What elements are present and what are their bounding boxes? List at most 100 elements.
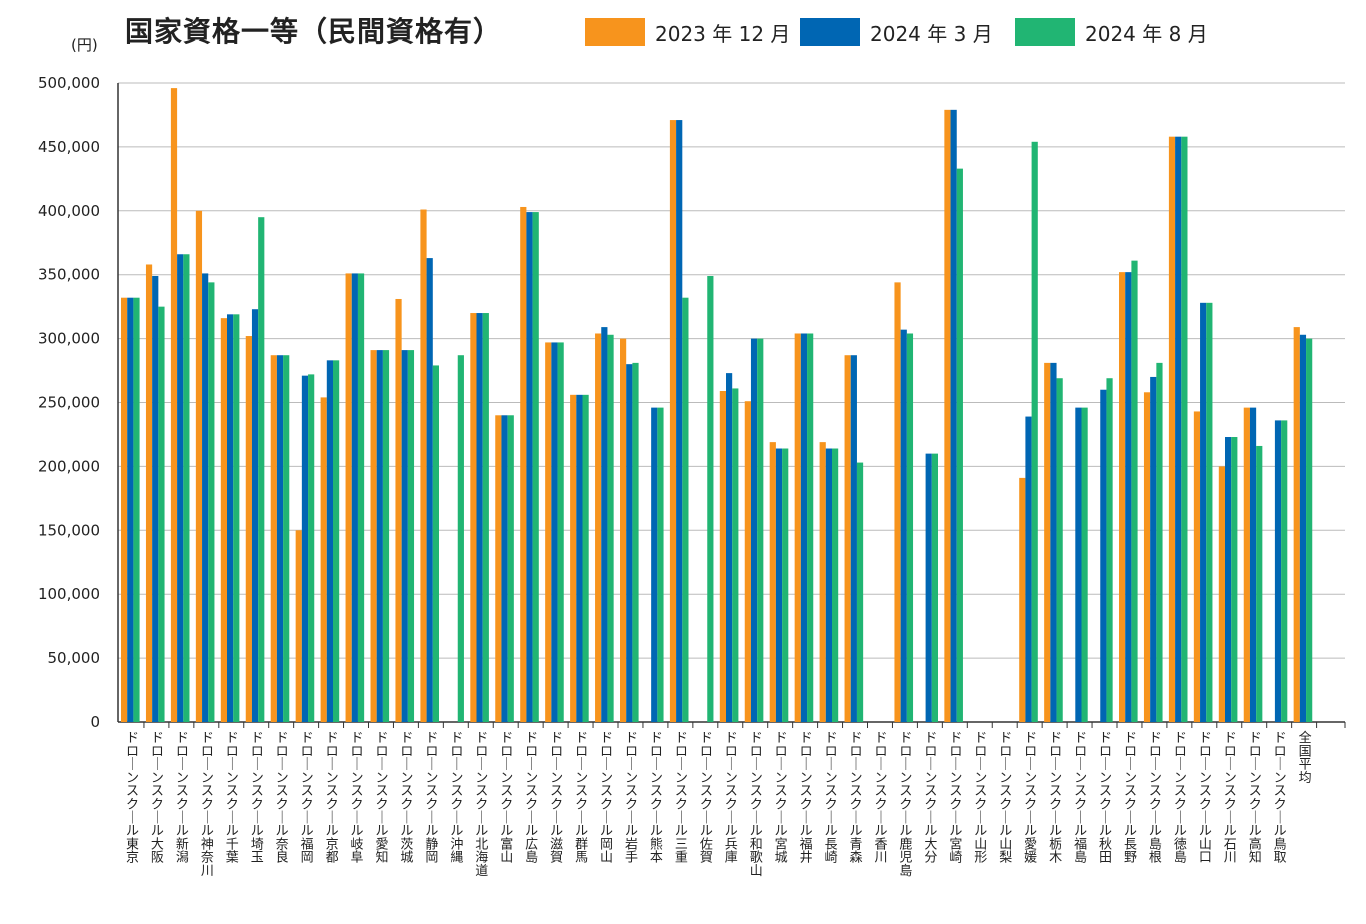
bar — [657, 407, 664, 722]
bar — [351, 273, 358, 722]
bar — [1019, 477, 1026, 722]
bar — [432, 365, 439, 722]
bar — [177, 254, 184, 722]
bar — [526, 212, 533, 722]
bar — [1293, 327, 1300, 722]
x-tick-label: ドロ｜ンスク｜ル広島 — [525, 731, 538, 866]
bar — [233, 314, 240, 722]
bar — [601, 327, 608, 722]
bar — [208, 282, 215, 722]
x-tick-label: ドロ｜ンスク｜ル茨城 — [400, 731, 413, 866]
bar — [844, 355, 851, 722]
bar — [401, 350, 408, 722]
bar — [1218, 466, 1225, 722]
y-tick-label: 300,000 — [38, 330, 100, 348]
bar — [1106, 378, 1113, 722]
bar — [121, 297, 128, 722]
x-tick-label: ドロ｜ンスク｜ル鳥取 — [1274, 731, 1287, 866]
bar — [682, 297, 689, 722]
bar — [956, 168, 963, 722]
bar — [382, 350, 390, 722]
x-tick-label: ドロ｜ンスク｜ル島根 — [1149, 731, 1162, 866]
bar — [308, 374, 315, 722]
bar — [145, 264, 153, 722]
x-tick-label: ドロ｜ンスク｜ル富山 — [500, 731, 513, 866]
bar — [1056, 378, 1063, 722]
legend-item-0: 2023 年 12 月 — [585, 16, 790, 48]
legend-label-2: 2024 年 8 月 — [1085, 21, 1208, 46]
bar — [345, 273, 352, 722]
x-tick-label: ドロ｜ンスク｜ル大阪 — [151, 731, 164, 866]
y-tick-label: 150,000 — [38, 521, 100, 539]
y-tick-label: 400,000 — [38, 202, 100, 220]
x-tick-label: ドロ｜ンスク｜ル三重 — [675, 731, 688, 866]
bar — [127, 297, 134, 722]
bar — [1299, 334, 1307, 722]
bar — [1131, 260, 1138, 722]
bar — [395, 298, 402, 722]
bar — [545, 342, 552, 722]
legend-item-1: 2024 年 3 月 — [800, 16, 993, 48]
bar — [850, 355, 857, 722]
bar — [357, 273, 365, 722]
bar — [470, 313, 477, 722]
x-tick-label: ドロ｜ンスク｜ル熊本 — [650, 731, 663, 866]
x-tick-label: ドロ｜ンスク｜ル神奈川 — [201, 731, 214, 879]
bar — [769, 442, 776, 722]
bar — [195, 210, 203, 723]
x-tick-label: ドロ｜ンスク｜ル大分 — [924, 731, 937, 866]
bar — [520, 206, 527, 723]
bar — [1031, 141, 1038, 723]
bar — [320, 397, 327, 722]
bar — [1175, 136, 1182, 722]
bar — [1281, 420, 1288, 722]
bar — [301, 375, 309, 722]
x-tick-label: ドロ｜ンスク｜ル山形 — [974, 731, 987, 866]
x-tick-label: ドロ｜ンスク｜ル青森 — [850, 731, 863, 866]
y-tick-label: 250,000 — [38, 394, 100, 412]
x-tick-label: ドロ｜ンスク｜ル佐賀 — [700, 731, 713, 866]
y-tick-label: 500,000 — [38, 74, 100, 92]
bar — [170, 88, 178, 723]
y-tick-label: 450,000 — [38, 138, 100, 156]
x-tick-label: ドロ｜ンスク｜ル栃木 — [1049, 731, 1062, 866]
bar — [732, 388, 739, 722]
bar — [719, 391, 726, 722]
bar — [1225, 437, 1232, 722]
bar — [1100, 389, 1107, 722]
x-tick-label: ドロ｜ンスク｜ル和歌山 — [750, 731, 763, 879]
x-tick-label: ドロ｜ンスク｜ル山梨 — [999, 731, 1012, 866]
bar — [825, 448, 832, 722]
bar — [270, 355, 277, 722]
bar — [1075, 407, 1082, 722]
bar — [202, 273, 209, 722]
bar — [333, 360, 340, 722]
bar — [651, 407, 658, 722]
legend-label-1: 2024 年 3 月 — [870, 21, 993, 46]
x-tick-label: ドロ｜ンスク｜ル新潟 — [176, 731, 189, 866]
y-tick-label: 350,000 — [38, 266, 100, 284]
bar — [1125, 272, 1132, 722]
bar — [1306, 338, 1313, 722]
bar — [183, 254, 190, 722]
bar — [925, 453, 932, 722]
bar — [1231, 437, 1238, 722]
bar — [1168, 136, 1176, 722]
legend-item-2: 2024 年 8 月 — [1015, 16, 1208, 48]
x-tick-label: ドロ｜ンスク｜ル秋田 — [1099, 731, 1112, 866]
x-tick-label: ドロ｜ンスク｜ル愛知 — [375, 731, 388, 866]
bar — [576, 394, 583, 722]
bar — [894, 282, 901, 722]
bar — [245, 336, 252, 722]
bar — [707, 275, 714, 722]
bar — [507, 415, 514, 722]
bar — [632, 362, 639, 722]
legend-swatch-0 — [585, 18, 645, 46]
bar — [1206, 302, 1213, 722]
bar — [794, 333, 801, 722]
bar — [1193, 411, 1201, 722]
bar — [757, 338, 764, 722]
bar — [1025, 416, 1032, 722]
bar — [1243, 407, 1250, 722]
x-tick-label: ドロ｜ンスク｜ル千葉 — [226, 731, 239, 866]
